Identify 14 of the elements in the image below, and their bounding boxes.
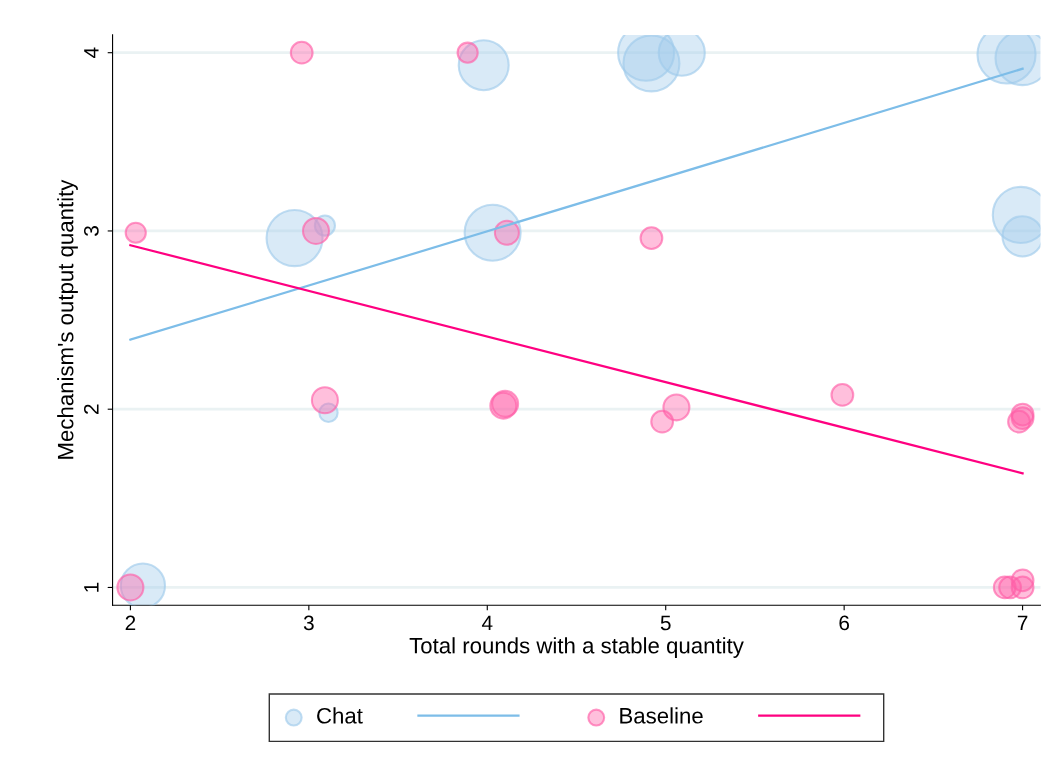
legend-label: Chat: [317, 707, 363, 724]
y-tick-label: 3: [83, 226, 99, 236]
x-tick-label: 6: [839, 615, 850, 631]
x-tick-label: 3: [303, 615, 314, 631]
y-tick-label: 4: [84, 47, 99, 59]
y-tick-label: 2: [83, 404, 99, 414]
y-axis-title: Mechanism's output quantity: [57, 179, 78, 459]
x-tick-label: 2: [125, 615, 136, 631]
x-tick-label: 7: [1017, 615, 1028, 631]
x-tick-label: 4: [481, 615, 493, 631]
y-tick-label: 1: [84, 582, 99, 592]
x-axis-title: Total rounds with a stable quantity: [409, 637, 744, 658]
x-tick-label: 5: [660, 615, 671, 631]
legend-label: Baseline: [620, 707, 703, 724]
